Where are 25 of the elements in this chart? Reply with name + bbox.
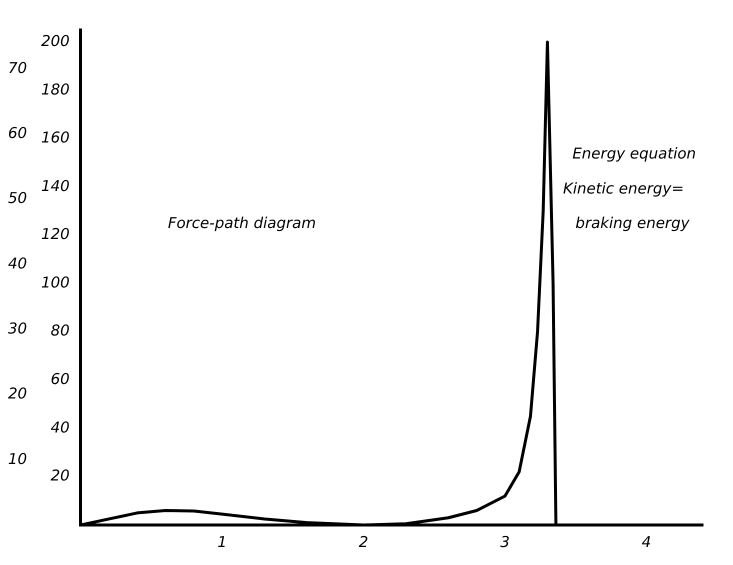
y2-tick-label: 40 (8, 254, 28, 272)
x-tick-label: 2 (358, 532, 368, 551)
y-tick-label: 160 (41, 128, 70, 147)
y-tick-label: 120 (41, 225, 70, 244)
annotation: braking energy (575, 214, 691, 232)
x-tick-label: 4 (642, 532, 652, 551)
y-tick-label: 20 (50, 466, 70, 485)
y-tick-label: 180 (41, 80, 70, 98)
y2-tick-label: 60 (8, 124, 28, 142)
x-tick-label: 3 (500, 532, 510, 551)
x-tick-label: 1 (217, 532, 227, 551)
y-tick-label: 40 (50, 418, 70, 436)
annotation: Force-path diagram (168, 214, 316, 232)
y-tick-label: 200 (41, 32, 70, 50)
y2-tick-label: 30 (8, 319, 28, 338)
y2-tick-label: 70 (8, 58, 28, 77)
y-tick-label: 100 (41, 273, 70, 292)
y2-tick-label: 10 (8, 450, 28, 468)
annotation: Kinetic energy= (562, 179, 684, 198)
y-tick-label: 60 (50, 370, 70, 388)
y2-tick-label: 50 (8, 189, 28, 208)
y2-tick-label: 20 (8, 384, 28, 403)
annotation: Energy equation (572, 144, 696, 163)
y-tick-label: 80 (50, 322, 70, 340)
y-tick-label: 140 (41, 176, 70, 195)
